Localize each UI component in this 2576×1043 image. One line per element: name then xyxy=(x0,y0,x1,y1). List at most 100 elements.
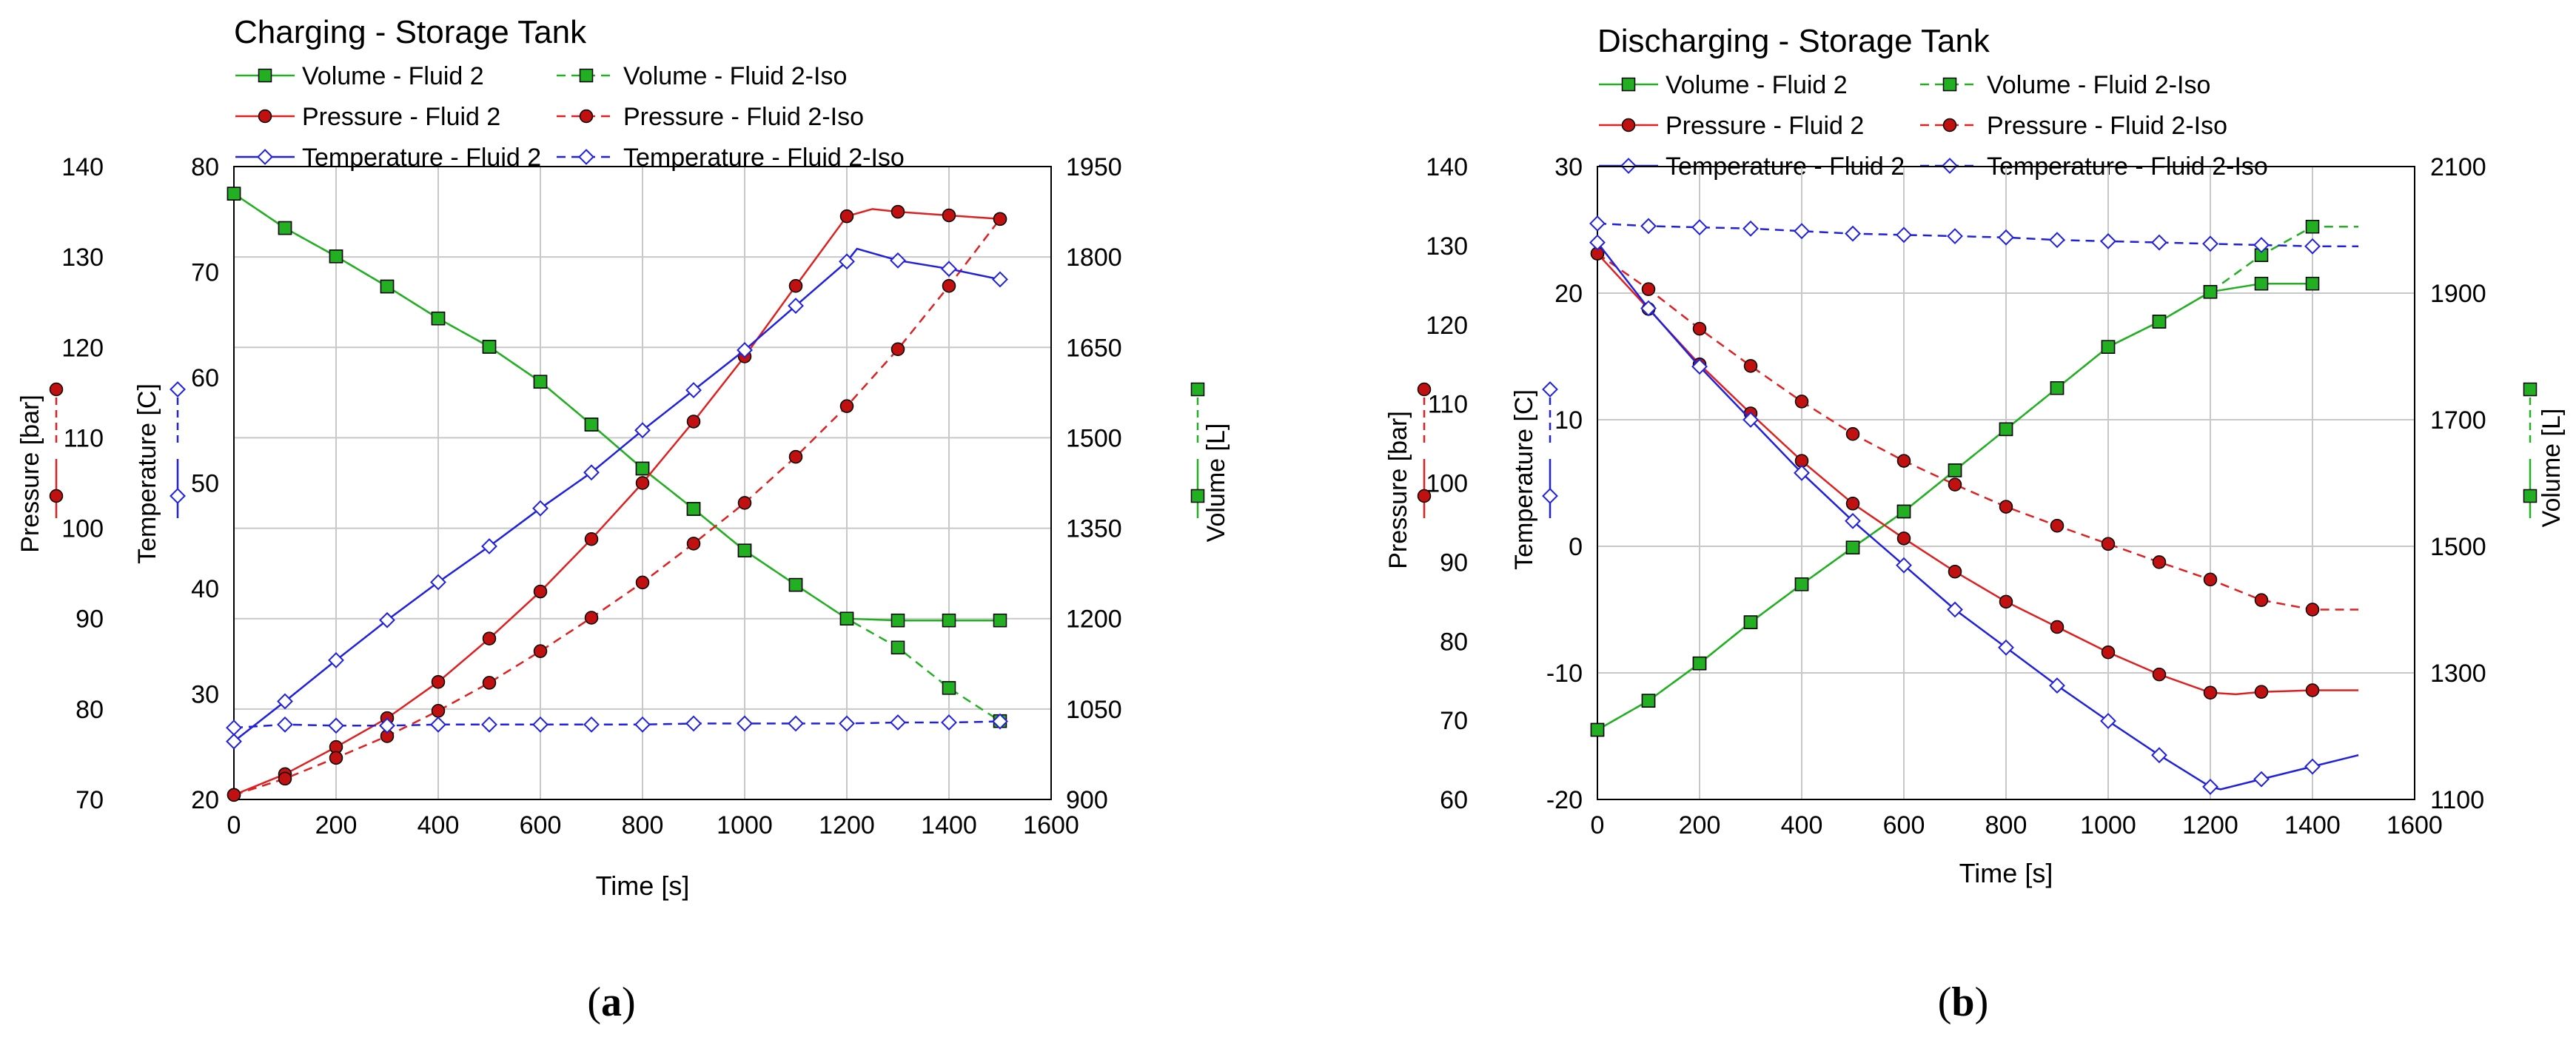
legend-marker xyxy=(1942,118,1957,133)
data-point xyxy=(278,221,292,235)
chart-b-axis-legend-marks xyxy=(1417,381,2538,518)
data-point xyxy=(2305,683,2320,697)
chart-a-volume-label: Volume [L] xyxy=(1202,423,1230,543)
series-line-volume-fluid-2-iso xyxy=(1597,225,2359,731)
chart-a-panel-label-close: ) xyxy=(622,979,636,1025)
data-point xyxy=(533,584,548,599)
legend-marker xyxy=(258,68,272,83)
axis-legend-marker xyxy=(49,489,64,503)
axis-legend-marker xyxy=(1542,488,1558,504)
temperature-tick-label: 50 xyxy=(191,470,219,498)
data-point xyxy=(1691,219,1708,235)
data-point xyxy=(584,531,599,546)
data-point xyxy=(2305,603,2320,617)
x-tick-label: 1000 xyxy=(717,811,773,839)
data-point xyxy=(532,716,549,733)
temperature-tick-label: 30 xyxy=(1554,153,1583,181)
x-tick-label: 400 xyxy=(417,811,460,839)
temperature-tick-label: 70 xyxy=(191,259,219,287)
chart-b-panel-label-open: ( xyxy=(1938,979,1952,1025)
data-point xyxy=(992,271,1008,288)
data-point xyxy=(2304,758,2321,775)
series-line-pressure-fluid-2 xyxy=(233,208,1001,796)
data-point xyxy=(839,611,854,626)
data-point xyxy=(737,496,752,510)
data-point xyxy=(226,733,242,750)
data-point xyxy=(1641,694,1656,708)
data-point xyxy=(635,476,650,490)
data-point xyxy=(431,311,446,326)
data-point xyxy=(379,717,395,734)
legend-label: Pressure - Fluid 2 xyxy=(1666,112,1864,140)
chart-a: Charging - Storage Tank Volume - Fluid 2… xyxy=(16,14,1230,1025)
pressure-tick-label: 90 xyxy=(1440,549,1468,577)
axis-legend-marker xyxy=(170,488,186,504)
data-point xyxy=(1641,282,1656,296)
series-line-pressure-fluid-2 xyxy=(1597,252,2359,696)
pressure-tick-label: 60 xyxy=(1440,786,1468,814)
data-point xyxy=(2101,340,2116,354)
series-line-temperature-fluid-2-iso xyxy=(233,720,1001,729)
data-point xyxy=(1589,215,1606,232)
data-point xyxy=(2151,747,2167,764)
x-tick-label: 200 xyxy=(315,811,358,839)
data-point xyxy=(839,715,855,732)
data-point xyxy=(890,714,906,731)
x-tick-label: 1400 xyxy=(2284,811,2341,839)
legend-label: Temperature - Fluid 2 xyxy=(302,144,541,172)
temperature-tick-label: 40 xyxy=(191,575,219,603)
x-tick-label: 1400 xyxy=(921,811,977,839)
legend-marker xyxy=(257,149,273,165)
axis-legend-marker xyxy=(170,381,186,398)
axis-legend-marker xyxy=(1417,382,1432,397)
chart-b-xlabel: Time [s] xyxy=(1959,858,2053,888)
data-point xyxy=(2152,555,2167,569)
data-point xyxy=(686,502,701,516)
volume-tick-label: 1950 xyxy=(1066,153,1122,181)
data-point xyxy=(2152,315,2167,329)
pressure-tick-label: 120 xyxy=(61,334,104,362)
pressure-tick-label: 130 xyxy=(1426,232,1468,261)
temperature-tick-label: 10 xyxy=(1554,406,1583,435)
data-point xyxy=(2254,685,2269,699)
data-point xyxy=(1947,228,1963,244)
x-tick-label: 600 xyxy=(1883,811,1925,839)
volume-tick-label: 1700 xyxy=(2430,406,2486,435)
data-point xyxy=(634,716,651,733)
data-point xyxy=(2254,593,2269,607)
data-point xyxy=(890,613,905,628)
chart-b-legend: Volume - Fluid 2 Volume - Fluid 2-Iso Pres… xyxy=(1599,71,2268,181)
data-point xyxy=(1743,220,1759,237)
legend-label: Pressure - Fluid 2 xyxy=(302,103,500,131)
data-point xyxy=(890,640,905,655)
data-point xyxy=(788,298,804,315)
data-point xyxy=(431,704,446,718)
chart-b-panel-label: (b) xyxy=(1938,979,1988,1025)
pressure-tick-label: 70 xyxy=(76,786,104,814)
volume-tick-label: 1350 xyxy=(1066,515,1122,543)
volume-tick-label: 1800 xyxy=(1066,244,1122,272)
data-point xyxy=(1948,564,1962,579)
data-point xyxy=(380,279,395,294)
chart-a-temperature-label: Temperature [C] xyxy=(133,383,161,564)
data-point xyxy=(482,340,497,354)
chart-a-panel-label-open: ( xyxy=(587,979,601,1025)
pressure-tick-label: 100 xyxy=(61,515,104,543)
data-point xyxy=(1794,395,1809,409)
axis-legend-marker xyxy=(1190,382,1205,397)
pressure-tick-label: 140 xyxy=(61,153,104,181)
axis-legend-marker xyxy=(1417,489,1432,503)
data-point xyxy=(1794,223,1810,240)
chart-b: Discharging - Storage Tank Volume - Flui… xyxy=(1384,23,2566,1025)
legend-marker xyxy=(578,149,594,165)
data-point xyxy=(328,651,344,668)
legend-label: Volume - Fluid 2-Iso xyxy=(1987,71,2210,99)
data-point xyxy=(788,449,803,464)
data-point xyxy=(890,252,906,269)
data-point xyxy=(2253,771,2270,788)
x-tick-label: 1200 xyxy=(819,811,875,839)
data-point xyxy=(430,716,446,733)
data-point xyxy=(942,278,956,293)
legend-label: Volume - Fluid 2-Iso xyxy=(623,62,847,90)
